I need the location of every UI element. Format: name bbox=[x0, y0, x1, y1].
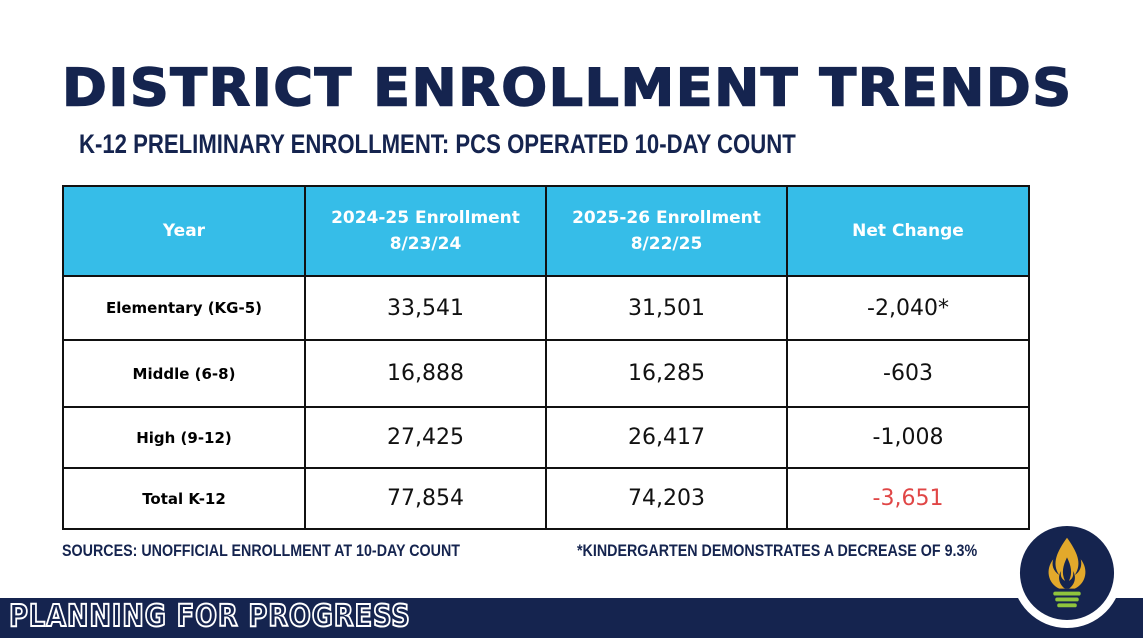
page-title: DISTRICT ENROLLMENT TRENDS bbox=[61, 57, 1073, 118]
header-2024-25-title: 2024-25 Enrollment bbox=[331, 208, 520, 228]
cell-2025-26: 26,417 bbox=[545, 406, 788, 469]
cell-2025-26: 16,285 bbox=[545, 339, 788, 408]
cell-2024-25: 77,854 bbox=[304, 467, 547, 530]
cell-2024-25: 16,888 bbox=[304, 339, 547, 408]
table-row: High (9-12) 27,425 26,417 -1,008 bbox=[62, 406, 1030, 469]
header-2025-26-title: 2025-26 Enrollment bbox=[572, 208, 761, 228]
table-header-row: Year 2024-25 Enrollment 8/23/24 2025-26 … bbox=[62, 185, 1030, 277]
kindergarten-footnote: *KINDERGARTEN DEMONSTRATES A DECREASE OF… bbox=[577, 541, 978, 560]
cell-net-change: -2,040* bbox=[786, 275, 1030, 341]
torch-flame-icon bbox=[1019, 525, 1115, 621]
header-year: Year bbox=[62, 185, 306, 277]
sources-footnote: SOURCES: UNOFFICIAL ENROLLMENT AT 10-DAY… bbox=[62, 541, 461, 560]
footer-slogan: PLANNING FOR PROGRESS bbox=[8, 598, 411, 635]
cell-net-change: -1,008 bbox=[786, 406, 1030, 469]
row-label: Total K-12 bbox=[62, 467, 306, 530]
row-label: High (9-12) bbox=[62, 406, 306, 469]
footer-bar bbox=[0, 598, 1143, 638]
cell-net-change: -603 bbox=[786, 339, 1030, 408]
header-2024-25-date: 8/23/24 bbox=[389, 234, 462, 254]
header-2024-25: 2024-25 Enrollment 8/23/24 bbox=[304, 185, 547, 277]
header-2025-26: 2025-26 Enrollment 8/22/25 bbox=[545, 185, 788, 277]
table-row-total: Total K-12 77,854 74,203 -3,651 bbox=[62, 467, 1030, 530]
cell-2025-26: 74,203 bbox=[545, 467, 788, 530]
header-net-change: Net Change bbox=[786, 185, 1030, 277]
enrollment-table: Year 2024-25 Enrollment 8/23/24 2025-26 … bbox=[62, 185, 1030, 530]
page-subtitle: K-12 PRELIMINARY ENROLLMENT: PCS OPERATE… bbox=[79, 129, 796, 159]
cell-2025-26: 31,501 bbox=[545, 275, 788, 341]
row-label: Elementary (KG-5) bbox=[62, 275, 306, 341]
cell-2024-25: 33,541 bbox=[304, 275, 547, 341]
district-logo bbox=[1012, 518, 1122, 628]
table-row: Middle (6-8) 16,888 16,285 -603 bbox=[62, 339, 1030, 408]
header-2025-26-date: 8/22/25 bbox=[630, 234, 703, 254]
row-label: Middle (6-8) bbox=[62, 339, 306, 408]
cell-net-change-total: -3,651 bbox=[786, 467, 1030, 530]
cell-2024-25: 27,425 bbox=[304, 406, 547, 469]
table-row: Elementary (KG-5) 33,541 31,501 -2,040* bbox=[62, 275, 1030, 341]
